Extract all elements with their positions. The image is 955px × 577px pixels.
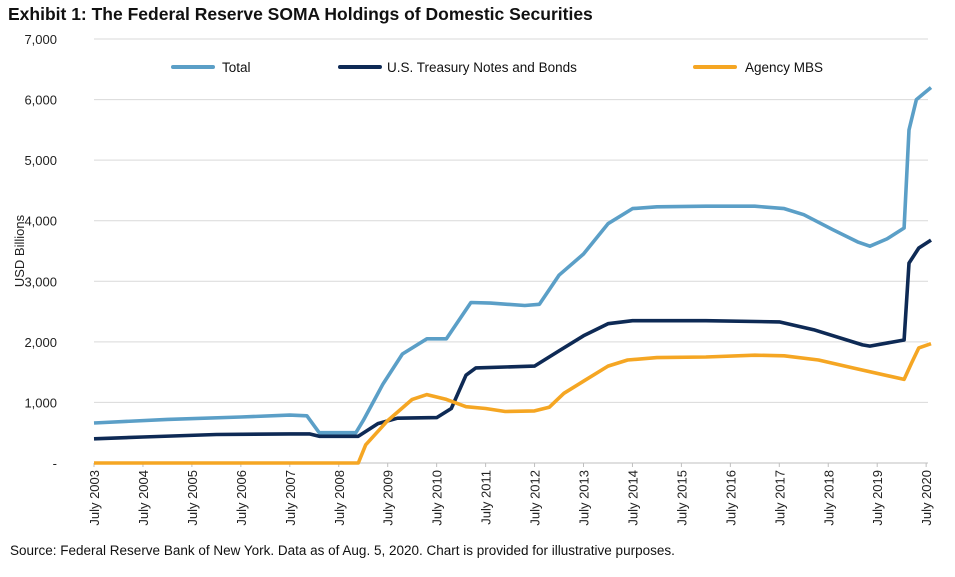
legend-label: Total [222, 60, 251, 75]
y-axis-label: USD Billions [12, 214, 27, 287]
series-line [93, 238, 932, 441]
x-tick-label: July 2017 [772, 470, 787, 526]
x-tick-label: July 2015 [674, 470, 689, 526]
y-tick-label: 2,000 [24, 335, 57, 350]
x-tick-label: July 2007 [283, 470, 298, 526]
x-tick-label: July 2006 [234, 470, 249, 526]
x-tick-label: July 2012 [528, 470, 543, 526]
legend-label: U.S. Treasury Notes and Bonds [387, 60, 577, 75]
x-tick-label: July 2016 [723, 470, 738, 526]
y-tick-label: 1,000 [24, 395, 57, 410]
y-tick-label: 3,000 [24, 274, 57, 289]
x-tick-label: July 2003 [87, 470, 102, 526]
x-tick-label: July 2013 [577, 470, 592, 526]
x-tick-label: July 2010 [430, 470, 445, 526]
y-tick-label: 6,000 [24, 93, 57, 108]
chart-title: Exhibit 1: The Federal Reserve SOMA Hold… [8, 4, 593, 24]
y-tick-label: - [53, 456, 57, 471]
source-note: Source: Federal Reserve Bank of New York… [10, 543, 675, 558]
x-tick-label: July 2018 [821, 470, 836, 526]
x-tick-label: July 2011 [479, 470, 494, 525]
x-tick-label: July 2005 [185, 470, 200, 526]
x-tick-label: July 2008 [332, 470, 347, 526]
x-tick-label: July 2019 [870, 470, 885, 526]
x-tick-label: July 2014 [625, 470, 640, 526]
y-tick-label: 5,000 [24, 153, 57, 168]
x-tick-label: July 2004 [136, 470, 151, 526]
series-line [93, 86, 933, 435]
y-tick-label: 7,000 [24, 32, 57, 47]
legend-label: Agency MBS [745, 60, 823, 75]
x-tick-label: July 2009 [381, 470, 396, 526]
series-line [94, 341, 932, 465]
y-tick-label: 4,000 [24, 214, 57, 229]
x-tick-label: July 2020 [919, 470, 934, 526]
